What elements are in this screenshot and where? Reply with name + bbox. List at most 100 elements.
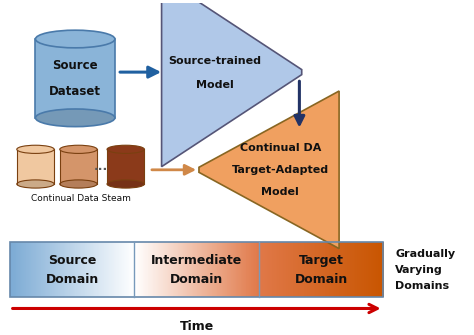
Bar	[55, 242, 56, 297]
Bar	[315, 242, 316, 297]
Bar	[104, 242, 105, 297]
Bar	[84, 242, 85, 297]
Bar	[315, 242, 317, 297]
Bar	[151, 242, 152, 297]
Bar	[105, 242, 107, 297]
Bar	[28, 242, 29, 297]
Bar	[332, 242, 333, 297]
Text: Model: Model	[261, 187, 299, 197]
Ellipse shape	[36, 30, 115, 48]
Bar	[34, 242, 35, 297]
Bar	[154, 242, 155, 297]
Bar	[280, 242, 281, 297]
Bar	[380, 242, 382, 297]
Bar	[323, 242, 324, 297]
Bar	[95, 242, 97, 297]
Bar	[126, 242, 128, 297]
Bar	[217, 242, 218, 297]
Bar	[142, 242, 143, 297]
Bar	[109, 242, 110, 297]
Bar	[173, 242, 174, 297]
Bar	[101, 242, 102, 297]
Bar	[16, 242, 17, 297]
Bar	[285, 242, 286, 297]
Bar	[252, 242, 254, 297]
Bar	[43, 242, 44, 297]
Bar	[325, 242, 327, 297]
Ellipse shape	[17, 145, 54, 153]
Bar	[257, 242, 258, 297]
FancyBboxPatch shape	[36, 39, 115, 118]
Ellipse shape	[60, 145, 97, 153]
Text: Intermediate: Intermediate	[151, 254, 242, 267]
Text: Dataset: Dataset	[49, 84, 101, 97]
Bar	[300, 242, 301, 297]
Bar	[251, 242, 252, 297]
Bar	[268, 242, 269, 297]
Bar	[182, 242, 184, 297]
Bar	[36, 242, 37, 297]
Bar	[26, 242, 27, 297]
Bar	[194, 242, 195, 297]
Bar	[193, 242, 195, 297]
Text: Domains: Domains	[395, 281, 449, 291]
Bar	[374, 242, 375, 297]
Text: Time: Time	[180, 320, 214, 333]
Bar	[362, 242, 363, 297]
Bar	[231, 242, 232, 297]
Bar	[230, 242, 231, 297]
Bar	[178, 242, 179, 297]
Bar	[353, 242, 354, 297]
Bar	[272, 242, 273, 297]
Bar	[63, 242, 64, 297]
Bar	[231, 242, 233, 297]
Bar	[89, 242, 90, 297]
Ellipse shape	[36, 109, 115, 127]
Bar	[45, 242, 46, 297]
Bar	[149, 242, 151, 297]
Bar	[377, 242, 378, 297]
Bar	[281, 242, 282, 297]
Bar	[13, 242, 14, 297]
Bar	[156, 242, 157, 297]
Bar	[246, 242, 248, 297]
Bar	[49, 242, 50, 297]
Bar	[328, 242, 329, 297]
Bar	[253, 242, 255, 297]
Bar	[33, 242, 34, 297]
Bar	[201, 242, 203, 297]
Bar	[336, 242, 337, 297]
Bar	[24, 242, 25, 297]
Bar	[115, 242, 117, 297]
Bar	[202, 242, 204, 297]
Bar	[112, 242, 113, 297]
Bar	[173, 242, 174, 297]
Bar	[274, 242, 275, 297]
Bar	[147, 242, 148, 297]
Bar	[191, 242, 193, 297]
Bar	[37, 242, 38, 297]
Bar	[213, 242, 215, 297]
Polygon shape	[199, 91, 339, 249]
Bar	[262, 242, 264, 297]
Bar	[310, 242, 311, 297]
Bar	[175, 242, 176, 297]
Bar	[76, 242, 78, 297]
Bar	[169, 242, 171, 297]
Bar	[249, 242, 250, 297]
Bar	[172, 242, 173, 297]
Bar	[70, 242, 71, 297]
Bar	[303, 242, 304, 297]
Bar	[190, 242, 191, 297]
Bar	[55, 242, 57, 297]
Bar	[270, 242, 271, 297]
Bar	[152, 242, 153, 297]
Bar	[338, 242, 340, 297]
Bar	[19, 242, 20, 297]
Bar	[31, 242, 33, 297]
Bar	[381, 242, 382, 297]
Bar	[291, 242, 292, 297]
Bar	[293, 242, 294, 297]
Bar	[83, 242, 84, 297]
Bar	[226, 242, 227, 297]
